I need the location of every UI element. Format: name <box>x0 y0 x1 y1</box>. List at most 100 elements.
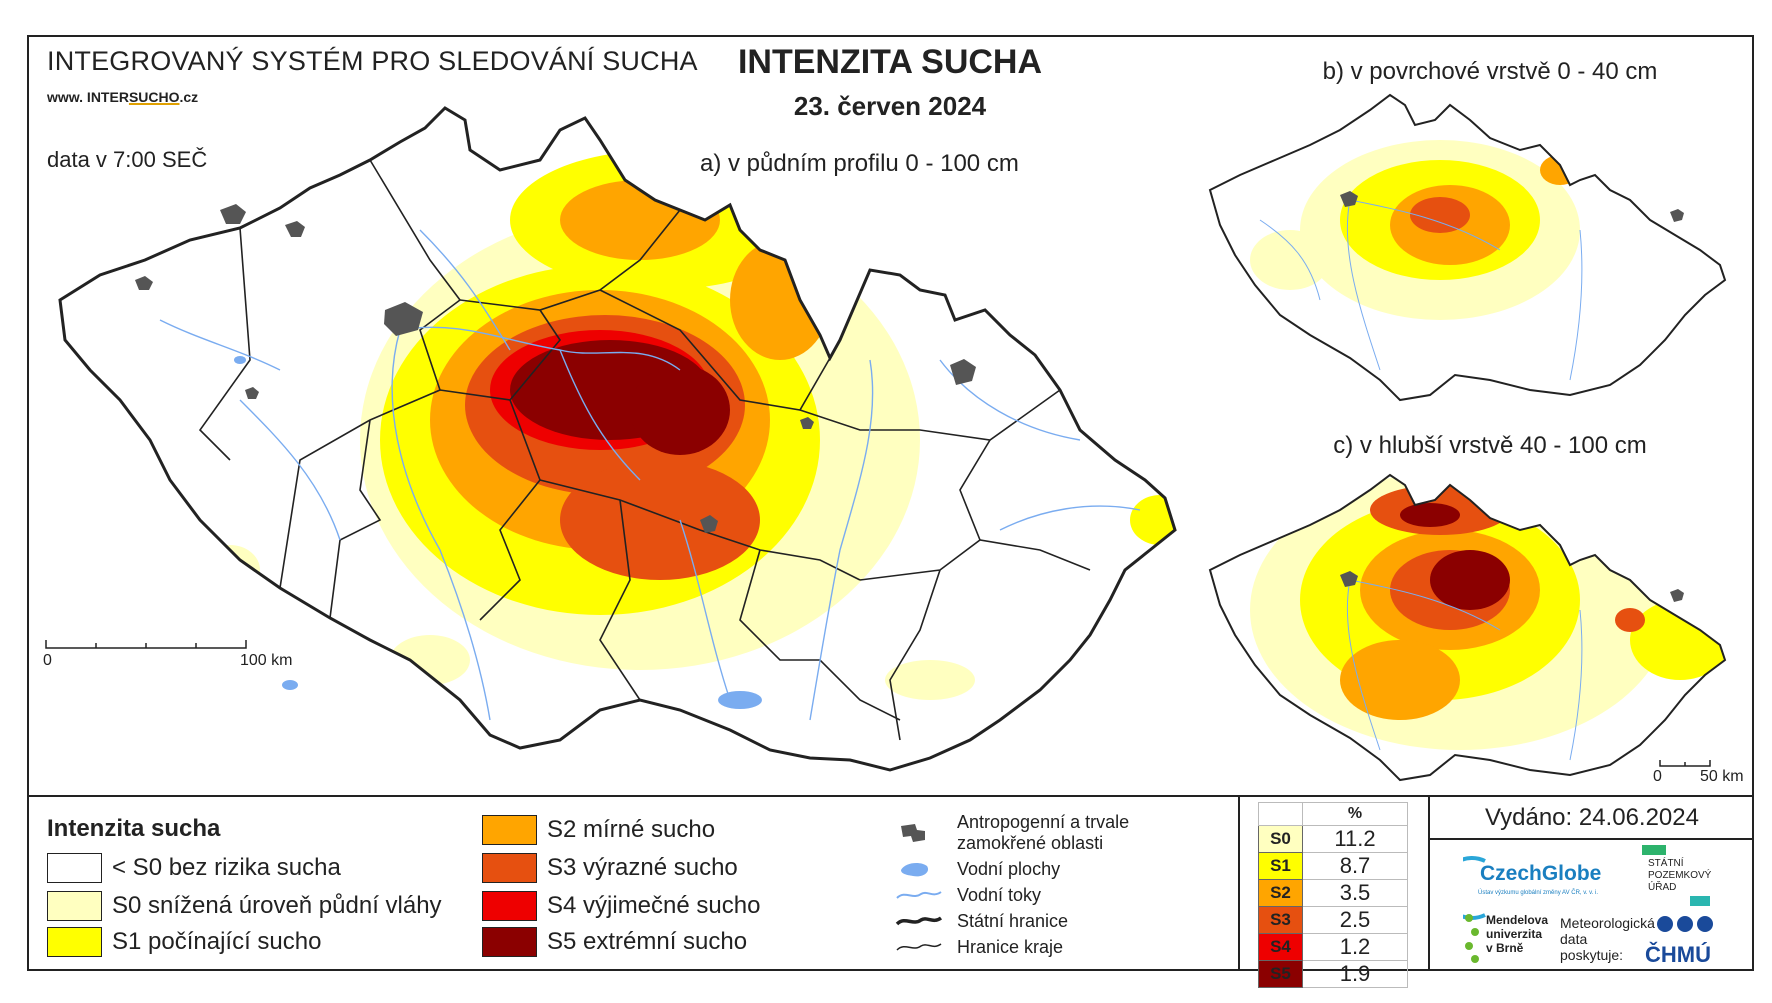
stats-percent: 8.7 <box>1302 852 1408 880</box>
spu-line-3: ÚŘAD <box>1648 882 1677 893</box>
data-time: data v 7:00 SEČ <box>47 147 208 172</box>
website-url[interactable]: www. INTERSUCHO.cz <box>47 89 198 105</box>
spu-logo-mark <box>1642 845 1666 855</box>
stats-divider <box>1238 797 1240 971</box>
stats-class: S0 <box>1258 825 1303 853</box>
legend-item-s2: S2 mírné sucho <box>482 814 715 846</box>
scale-a-start: 0 <box>43 652 52 669</box>
anthropogenic-icon <box>901 824 925 842</box>
chmu-name: ČHMÚ <box>1645 942 1711 967</box>
spu-line-1: STÁTNÍ <box>1648 858 1684 869</box>
main-title: INTENZITA SUCHA <box>737 43 1043 81</box>
url-prefix: www. INTER <box>47 89 129 105</box>
legend-label: S2 mírné sucho <box>547 816 716 843</box>
spu-logo-accent <box>1690 896 1710 906</box>
legend-item-s1: S1 počínající sucho <box>47 926 321 958</box>
system-name: INTEGROVANÝ SYSTÉM PRO SLEDOVÁNÍ SUCHA <box>47 46 698 76</box>
legend-swatch <box>482 891 537 921</box>
legend-label: S4 výjimečné sucho <box>547 892 761 919</box>
meteo-provider: Meteorologická data poskytuje: <box>1560 915 1655 963</box>
stats-percent: 11.2 <box>1302 825 1408 853</box>
drought-stats-table: % S0 11.2 S1 8.7 S2 3.5 S3 2.5 S4 1.2 S5… <box>1258 802 1408 988</box>
mendel-line-3: v Brně <box>1486 941 1524 955</box>
stats-header-row: % <box>1258 802 1408 826</box>
legend-swatch <box>482 927 537 957</box>
czechglobe-name: CzechGlobe <box>1480 862 1602 885</box>
legend-item-s3: S3 výrazné sucho <box>482 852 738 884</box>
meteo-line-2: data <box>1560 931 1588 947</box>
region-border-icon <box>896 943 942 951</box>
water-body-icon <box>901 862 929 877</box>
legend-item-s4: S4 výjimečné sucho <box>482 890 760 922</box>
stats-percent: 2.5 <box>1302 906 1408 934</box>
url-mid: SUCHO <box>128 89 180 105</box>
stats-header-empty <box>1258 802 1303 826</box>
water-bodies-label: Vodní plochy <box>957 858 1061 879</box>
symbol-state-border: Státní hranice <box>895 910 1068 932</box>
stats-row: S3 2.5 <box>1258 906 1408 934</box>
legend-divider <box>27 795 1754 797</box>
legend-swatch <box>47 891 102 921</box>
chmu-logo-mark <box>1657 916 1713 932</box>
meteo-line-1: Meteorologická <box>1560 915 1655 931</box>
legend-label: S5 extrémní sucho <box>547 928 748 955</box>
state-border-label: Státní hranice <box>957 910 1069 931</box>
anthropogenic-label-1: Antropogenní a trvale <box>957 812 1130 832</box>
scale-bar-a <box>45 640 247 649</box>
symbol-water-bodies: Vodní plochy <box>895 858 1060 880</box>
spu-name: STÁTNÍ POZEMKOVÝ ÚŘAD <box>1648 858 1711 894</box>
stats-class: S4 <box>1258 933 1303 961</box>
url-suffix: .cz <box>179 89 199 105</box>
stats-row: S0 11.2 <box>1258 825 1408 853</box>
legend-swatch <box>482 815 537 845</box>
main-date: 23. červen 2024 <box>793 91 987 121</box>
map-c-title: c) v hlubší vrstvě 40 - 100 cm <box>1333 432 1647 459</box>
scale-a-end: 100 km <box>240 652 293 669</box>
mendel-line-2: univerzita <box>1486 927 1543 941</box>
stats-class: S3 <box>1258 906 1303 934</box>
spu-line-2: POZEMKOVÝ <box>1648 870 1712 881</box>
legend-item-s0: S0 snížená úroveň půdní vláhy <box>47 890 442 922</box>
scale-bar-c <box>1659 760 1711 767</box>
mendel-line-1: Mendelova <box>1486 913 1549 927</box>
stats-row: S1 8.7 <box>1258 852 1408 880</box>
map-a <box>45 106 1177 772</box>
legend-title: Intenzita sucha <box>47 815 221 842</box>
map-c <box>1208 473 1727 782</box>
mendel-name: Mendelova univerzita v Brně <box>1486 913 1548 955</box>
issued-date: Vydáno: 24.06.2024 <box>1485 804 1699 831</box>
water-streams-label: Vodní toky <box>957 884 1042 905</box>
czechglobe-sub: Ústav výzkumu globální změny AV ČR, v. v… <box>1478 890 1599 896</box>
anthropogenic-label-2: zamokřené oblasti <box>957 833 1104 853</box>
stats-row: S2 3.5 <box>1258 879 1408 907</box>
map-a-title: a) v půdním profilu 0 - 100 cm <box>700 150 1019 177</box>
stats-class: S1 <box>1258 852 1303 880</box>
water-stream-icon <box>896 891 942 899</box>
stats-percent: 1.9 <box>1302 960 1408 988</box>
mendel-logo-dots <box>1465 914 1479 963</box>
legend-item-none: < S0 bez rizika sucha <box>47 852 341 884</box>
legend-swatch <box>47 927 102 957</box>
stats-row: S5 1.9 <box>1258 960 1408 988</box>
symbol-region-border: Hranice kraje <box>895 936 1063 958</box>
legend-swatch <box>482 853 537 883</box>
legend-item-s5: S5 extrémní sucho <box>482 926 747 958</box>
logos-divider <box>1428 797 1430 971</box>
scale-c-start: 0 <box>1653 768 1662 785</box>
symbol-anthropogenic: Antropogenní a trvale zamokřené oblasti <box>895 812 1129 854</box>
legend-label: S0 snížená úroveň půdní vláhy <box>112 892 442 919</box>
map-b <box>1208 93 1727 402</box>
legend-label: S1 počínající sucho <box>112 928 322 955</box>
region-border-label: Hranice kraje <box>957 936 1064 957</box>
stats-class: S5 <box>1258 960 1303 988</box>
map-b-title: b) v povrchové vrstvě 0 - 40 cm <box>1322 58 1658 85</box>
stats-row: S4 1.2 <box>1258 933 1408 961</box>
legend-swatch <box>47 853 102 883</box>
stats-class: S2 <box>1258 879 1303 907</box>
meteo-line-3: poskytuje: <box>1560 947 1624 963</box>
legend-label: < S0 bez rizika sucha <box>112 854 341 881</box>
issued-divider <box>1430 838 1754 840</box>
stats-percent: 3.5 <box>1302 879 1408 907</box>
stats-percent: 1.2 <box>1302 933 1408 961</box>
symbol-water-streams: Vodní toky <box>895 884 1041 906</box>
